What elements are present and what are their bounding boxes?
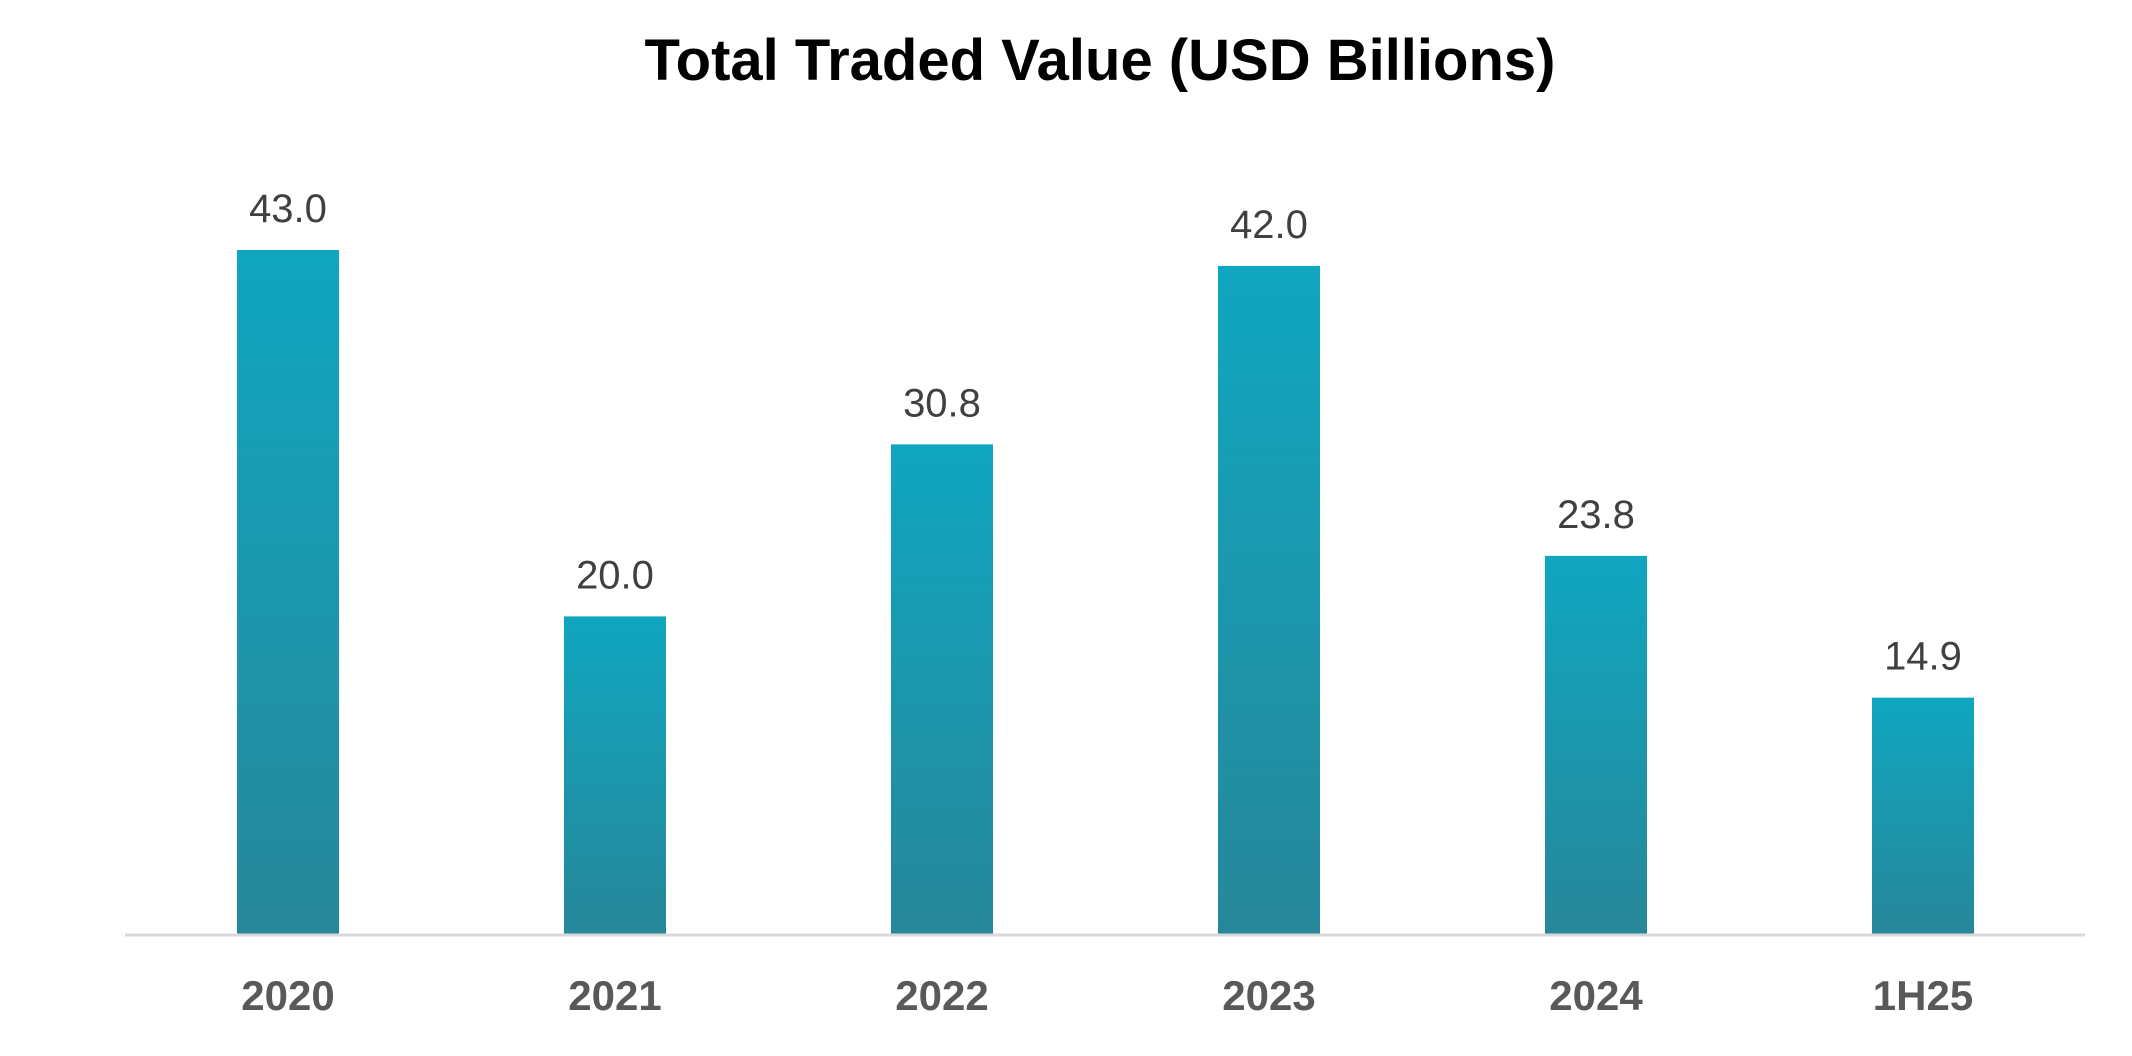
x-tick-label-2022: 2022 xyxy=(895,972,988,1019)
value-labels-group: 43.0 20.0 30.8 42.0 23.8 14.9 xyxy=(249,187,1962,679)
bar-2021 xyxy=(564,616,666,935)
x-tick-label-2021: 2021 xyxy=(568,972,661,1019)
value-label-2021: 20.0 xyxy=(576,553,654,597)
x-tick-label-2020: 2020 xyxy=(241,972,334,1019)
bars-group xyxy=(237,250,1974,935)
bar-1H25 xyxy=(1872,697,1974,935)
bar-2022 xyxy=(891,444,993,935)
value-label-1H25: 14.9 xyxy=(1884,635,1962,679)
x-tick-label-2023: 2023 xyxy=(1222,972,1315,1019)
bar-2020 xyxy=(237,250,339,935)
value-label-2022: 30.8 xyxy=(903,381,981,425)
bar-2024 xyxy=(1545,555,1647,935)
x-tick-label-1H25: 1H25 xyxy=(1873,972,1973,1019)
value-label-2023: 42.0 xyxy=(1230,203,1308,247)
x-tick-label-2024: 2024 xyxy=(1549,972,1643,1019)
x-axis-tick-labels: 2020 2021 2022 2023 2024 1H25 xyxy=(241,972,1973,1019)
value-label-2020: 43.0 xyxy=(249,187,327,231)
chart-title: Total Traded Value (USD Billions) xyxy=(645,28,1556,93)
value-label-2024: 23.8 xyxy=(1557,493,1635,537)
bar-2023 xyxy=(1218,265,1320,935)
